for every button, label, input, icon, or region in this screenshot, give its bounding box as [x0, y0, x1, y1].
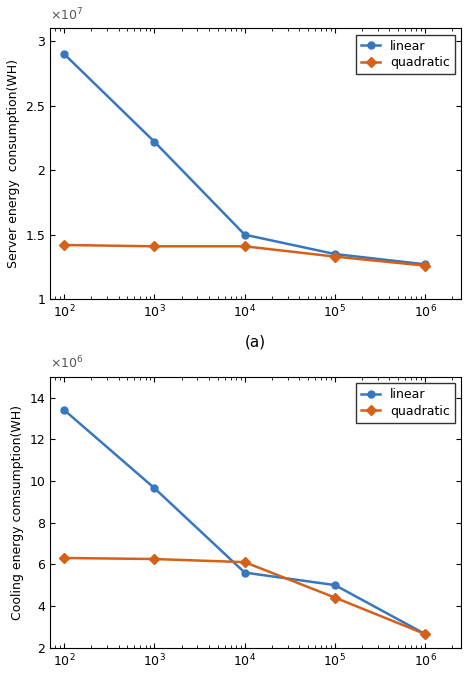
Line: quadratic: quadratic [61, 241, 429, 269]
Text: $\times 10^7$: $\times 10^7$ [50, 6, 84, 23]
Text: $\times 10^6$: $\times 10^6$ [50, 355, 84, 371]
Legend: linear, quadratic: linear, quadratic [356, 383, 455, 422]
Legend: linear, quadratic: linear, quadratic [356, 34, 455, 74]
linear [332, 250, 338, 258]
quadratic [152, 242, 157, 250]
quadratic [332, 253, 338, 261]
quadratic [422, 262, 428, 270]
quadratic [242, 242, 248, 250]
linear [242, 569, 248, 577]
linear [332, 581, 338, 589]
quadratic [332, 594, 338, 602]
linear [61, 50, 67, 58]
Y-axis label: Cooling energy comsumption(WH): Cooling energy comsumption(WH) [11, 405, 24, 620]
Line: linear: linear [61, 51, 429, 268]
Line: quadratic: quadratic [61, 554, 429, 637]
quadratic [152, 555, 157, 563]
linear [422, 260, 428, 268]
linear [61, 406, 67, 414]
quadratic [242, 558, 248, 566]
Text: (a): (a) [245, 335, 266, 349]
Y-axis label: Server energy  consumption(WH): Server energy consumption(WH) [7, 59, 20, 268]
Line: linear: linear [61, 406, 429, 637]
linear [422, 630, 428, 638]
linear [152, 484, 157, 492]
linear [152, 138, 157, 146]
quadratic [422, 630, 428, 638]
linear [242, 231, 248, 239]
quadratic [61, 241, 67, 249]
quadratic [61, 554, 67, 562]
